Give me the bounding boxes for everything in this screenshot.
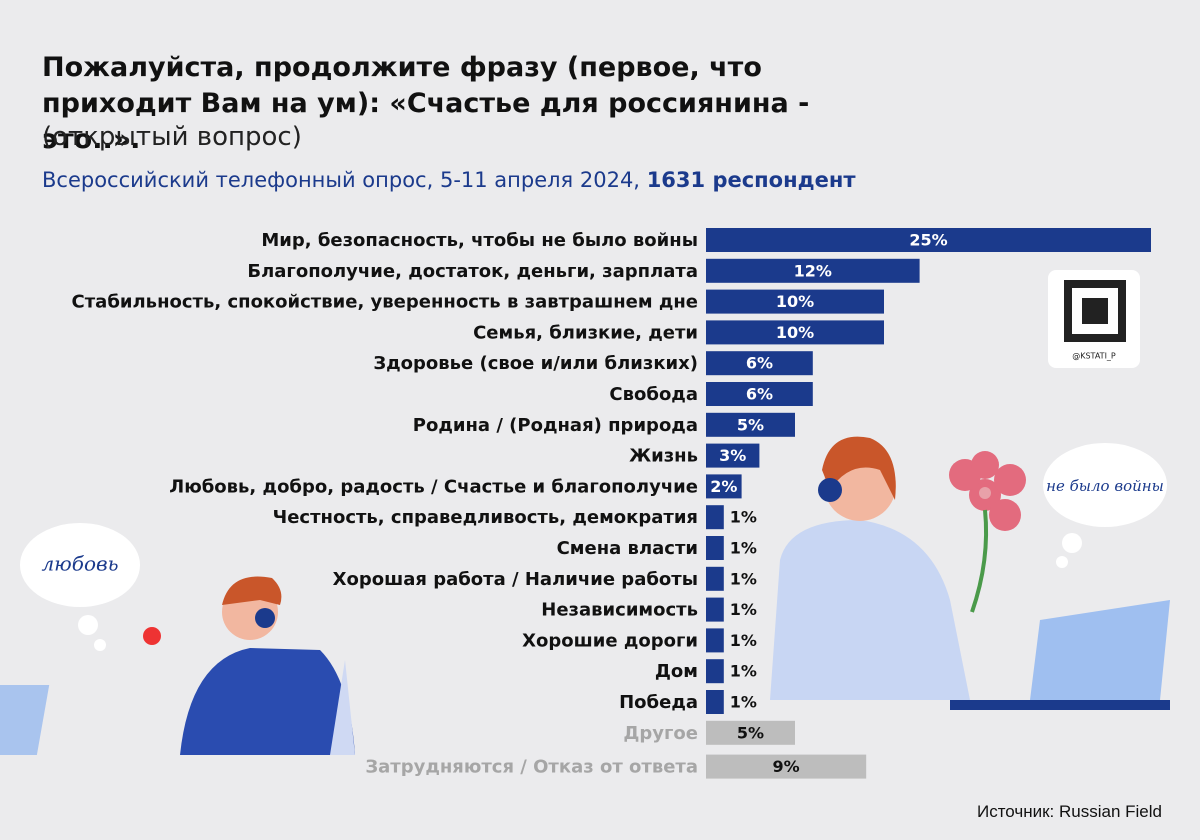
category-label: Жизнь [629, 446, 698, 467]
bar [706, 228, 1151, 252]
bar [706, 628, 724, 653]
bar [706, 597, 724, 622]
chart-title: Пожалуйста, продолжите фразу (первое, чт… [42, 52, 810, 155]
bar [706, 320, 884, 345]
category-label: Стабильность, спокойствие, уверенность в… [72, 292, 698, 313]
value-label: 5% [737, 723, 764, 742]
value-label: 6% [746, 385, 773, 404]
respondents: 1631 респондент [646, 168, 856, 192]
value-label: 6% [746, 354, 773, 373]
category-label: Семья, близкие, дети [473, 322, 698, 343]
bubble-text: не было войны [1046, 477, 1164, 495]
category-label: Благополучие, достаток, деньги, зарплата [247, 261, 698, 282]
bar [706, 443, 760, 468]
bar [706, 659, 724, 684]
category-label: Мир, безопасность, чтобы не было войны [261, 230, 698, 251]
value-label: 10% [776, 323, 814, 342]
category-label: Свобода [609, 384, 698, 405]
value-label: 5% [737, 415, 764, 434]
category-label: Родина / (Родная) природа [413, 415, 698, 436]
chart-subtitle: (открытый вопрос) [42, 122, 302, 152]
survey-info: Всероссийский телефонный опрос, 5-11 апр… [42, 168, 856, 192]
bar [706, 505, 724, 530]
bubble-text: любовь [41, 552, 118, 576]
survey-text: Всероссийский телефонный опрос, 5-11 апр… [42, 168, 640, 192]
bar [706, 474, 742, 499]
category-label: Независимость [541, 600, 698, 621]
bar [706, 289, 884, 314]
value-label: 2% [710, 477, 737, 496]
bar [706, 720, 795, 745]
value-label: 3% [719, 446, 746, 465]
illustration: любовь не было войны @KSTATI_P [0, 270, 1170, 755]
bar [706, 566, 724, 591]
value-label: 1% [730, 569, 757, 588]
qr-caption: @KSTATI_P [1072, 352, 1116, 361]
category-label: Любовь, добро, радость / Счастье и благо… [169, 476, 698, 497]
value-label: 10% [776, 292, 814, 311]
category-label: Затрудняются / Отказ от ответа [365, 757, 698, 778]
category-label: Дом [655, 661, 698, 682]
bar [706, 351, 813, 376]
category-label: Честность, справедливость, демократия [273, 507, 698, 528]
category-label: Смена власти [557, 538, 698, 559]
category-label: Победа [619, 692, 698, 713]
bar [706, 382, 813, 406]
bar [706, 536, 724, 560]
value-label: 1% [730, 508, 757, 527]
value-label: 1% [730, 662, 757, 681]
category-label: Другое [623, 723, 698, 744]
bar [706, 258, 920, 283]
category-label: Здоровье (свое и/или близких) [373, 353, 698, 374]
value-label: 12% [794, 261, 832, 280]
category-label: Хорошие дороги [522, 630, 698, 651]
category-label: Хорошая работа / Наличие работы [333, 569, 698, 590]
source: Источник: Russian Field [976, 802, 1162, 821]
bar [706, 412, 795, 437]
value-label: 9% [773, 757, 800, 776]
bar [706, 754, 867, 779]
value-label: 25% [909, 231, 947, 250]
value-label: 1% [730, 631, 757, 650]
value-label: 1% [730, 600, 757, 619]
value-label: 1% [730, 539, 757, 558]
bar [706, 690, 724, 714]
value-label: 1% [730, 693, 757, 712]
